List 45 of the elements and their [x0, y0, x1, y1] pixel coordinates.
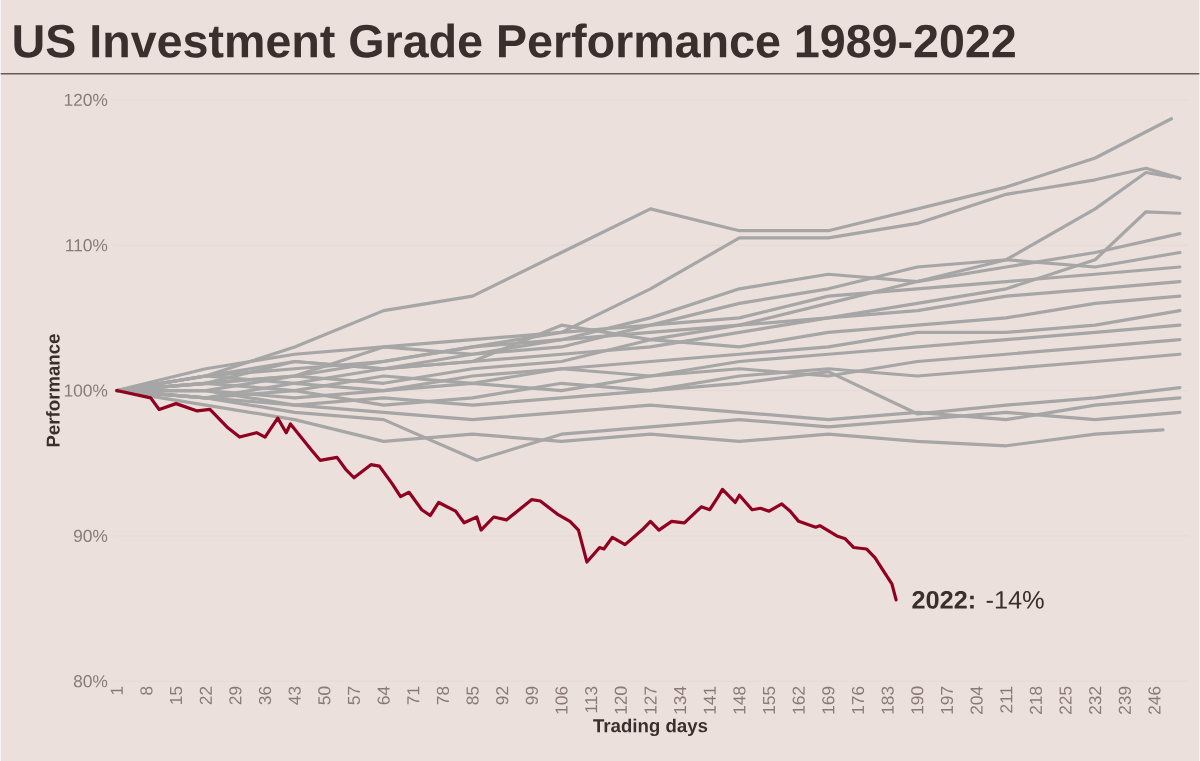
x-tick-label: 64	[377, 686, 390, 705]
x-tick-label: 85	[466, 686, 479, 705]
x-tick-label: 211	[1000, 686, 1013, 713]
x-tick-label: 92	[496, 686, 509, 705]
y-tick-label: 90%	[74, 529, 108, 542]
x-tick-label: 155	[763, 686, 776, 714]
x-tick-label: 99	[525, 686, 538, 705]
chart-title: US Investment Grade Performance 1989-2022	[14, 23, 1015, 58]
x-tick-label: 239	[1118, 686, 1131, 714]
y-tick-label: 120%	[64, 93, 108, 106]
x-tick-label: 127	[644, 686, 657, 714]
x-tick-label: 162	[792, 686, 805, 714]
annotation: 2022: -14%	[912, 590, 1044, 609]
x-tick-label: 183	[881, 686, 894, 714]
x-tick-label: 176	[851, 686, 865, 714]
x-tick-label: 15	[170, 686, 183, 704]
x-tick-label: 246	[1148, 686, 1161, 714]
x-tick-label: 141	[703, 686, 716, 714]
x-tick-label: 218	[1029, 686, 1043, 714]
x-tick-label: 50	[318, 686, 331, 705]
x-tick-label: 78	[436, 686, 450, 705]
x-tick-label: 106	[555, 686, 568, 714]
x-tick-label: 190	[911, 686, 924, 714]
x-tick-label: 169	[822, 686, 835, 714]
x-tick-label: 22	[199, 686, 212, 705]
x-tick-label: 8	[140, 686, 153, 695]
x-tick-label: 232	[1089, 686, 1102, 714]
y-tick-label: 80%	[73, 675, 108, 688]
x-tick-label: 204	[970, 686, 983, 714]
x-tick-label: 36	[258, 686, 272, 705]
x-tick-label: 197	[940, 686, 954, 714]
x-tick-label: 148	[733, 686, 746, 714]
y-axis-title: Performance	[46, 334, 60, 447]
x-tick-label: 29	[229, 686, 242, 705]
x-axis-title: Trading days	[593, 718, 708, 737]
x-tick-label: 57	[347, 686, 361, 705]
x-tick-label: 1	[110, 686, 123, 695]
x-tick-label: 113	[585, 686, 598, 713]
x-tick-label: 43	[288, 686, 301, 705]
y-tick-label: 110%	[66, 239, 108, 252]
x-tick-label: 134	[673, 686, 687, 714]
x-tick-label: 120	[614, 686, 627, 714]
y-tick-label: 100%	[64, 384, 108, 397]
x-tick-label: 225	[1059, 686, 1072, 714]
x-tick-label: 71	[407, 686, 420, 705]
